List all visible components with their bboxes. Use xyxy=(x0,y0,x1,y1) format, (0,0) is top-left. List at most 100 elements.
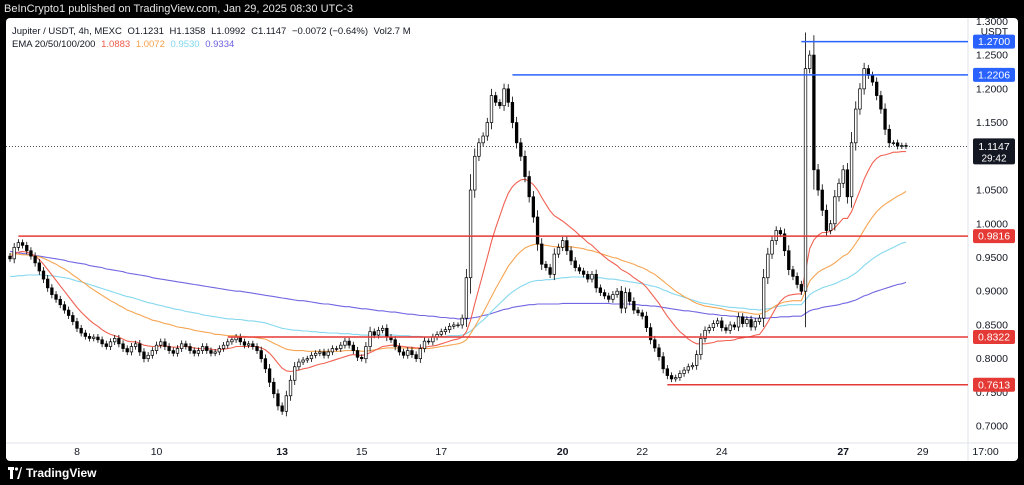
ema20-line xyxy=(9,151,906,373)
candle-down xyxy=(795,276,799,285)
candle-down xyxy=(393,339,397,347)
candle-down xyxy=(397,346,402,353)
ema20-value: 1.0883 xyxy=(101,39,131,50)
candle-up xyxy=(615,290,619,295)
candle-down xyxy=(632,300,636,311)
candle-down xyxy=(527,176,531,198)
candle-up xyxy=(707,327,711,331)
price-chart[interactable]: 1.30001.25001.20001.15001.10001.05001.00… xyxy=(6,18,1018,461)
candle-up xyxy=(326,351,330,356)
candle-down xyxy=(104,343,108,347)
candle-up xyxy=(376,329,381,336)
candle-down xyxy=(66,309,71,316)
candle-down xyxy=(121,343,125,349)
candle-down xyxy=(50,287,54,295)
candle-down xyxy=(778,230,783,235)
low-value: L1.0992 xyxy=(211,26,246,37)
candle-down xyxy=(573,260,577,268)
candle-up xyxy=(452,324,456,327)
level-tag-0.8322 xyxy=(973,329,1015,344)
level-tag-label: 0.8322 xyxy=(978,331,1010,343)
candle-down xyxy=(640,312,644,317)
ema50-value: 1.0072 xyxy=(135,39,165,50)
candle-down xyxy=(163,341,167,347)
candle-up xyxy=(439,331,443,335)
candle-up xyxy=(284,395,288,412)
candle-up xyxy=(761,277,766,319)
candle-up xyxy=(293,366,297,381)
candle-down xyxy=(506,88,510,103)
candle-down xyxy=(184,343,188,347)
candle-up xyxy=(339,344,343,349)
publisher-text: BeInCrypto1 published on TradingView.com… xyxy=(4,3,353,15)
ema-label[interactable]: EMA 20/50/100/200 xyxy=(12,39,96,50)
candle-up xyxy=(305,358,309,361)
candle-up xyxy=(443,329,448,333)
y-tick-label: 1.1500 xyxy=(976,117,1008,129)
candle-up xyxy=(502,88,506,107)
candle-down xyxy=(414,354,418,360)
candle-up xyxy=(196,350,201,354)
candle-down xyxy=(749,319,753,328)
candle-up xyxy=(113,338,117,343)
candle-down xyxy=(540,243,544,265)
candle-up xyxy=(485,122,489,137)
candle-down xyxy=(192,350,196,354)
level-tag-0.9816 xyxy=(973,229,1015,244)
candle-up xyxy=(561,240,565,248)
x-tick-label: 17 xyxy=(435,446,447,458)
x-tick-label: 24 xyxy=(716,446,728,458)
candle-up xyxy=(678,373,682,378)
countdown-label: 29:42 xyxy=(981,153,1006,164)
candle-down xyxy=(205,346,209,351)
candle-down xyxy=(648,327,653,341)
candle-down xyxy=(669,375,674,380)
candle-up xyxy=(16,242,21,248)
candle-down xyxy=(514,122,519,144)
candle-down xyxy=(79,327,83,334)
chart-panel[interactable]: 1.30001.25001.20001.15001.10001.05001.00… xyxy=(6,18,1018,461)
candle-up xyxy=(682,369,686,374)
candle-up xyxy=(770,240,774,255)
currency-label: USDT xyxy=(981,27,1008,38)
candle-up xyxy=(12,247,16,260)
candle-down xyxy=(117,338,121,345)
candle-down xyxy=(96,336,100,341)
candle-down xyxy=(820,189,824,211)
candle-down xyxy=(125,348,129,353)
candle-up xyxy=(133,343,138,347)
candle-down xyxy=(732,324,736,328)
y-tick-label: 1.0500 xyxy=(976,185,1008,197)
candle-down xyxy=(628,292,632,302)
candle-down xyxy=(171,350,175,354)
candle-down xyxy=(267,368,272,383)
candle-up xyxy=(623,292,628,309)
candle-up xyxy=(808,54,812,69)
candle-up xyxy=(418,348,422,360)
candle-down xyxy=(895,142,900,147)
candle-down xyxy=(519,142,523,157)
candle-down xyxy=(37,262,41,272)
candle-up xyxy=(464,277,469,319)
tradingview-logo-icon xyxy=(8,467,22,479)
candle-up xyxy=(481,135,485,144)
ema200-value: 0.9334 xyxy=(205,39,235,50)
symbol-label[interactable]: Jupiter / USDT, 4h, MEXC xyxy=(12,26,122,37)
candle-up xyxy=(611,294,615,300)
candle-up xyxy=(108,341,113,347)
candle-up xyxy=(699,338,703,355)
candle-up xyxy=(154,344,159,351)
x-tick-label: 29 xyxy=(917,446,929,458)
candle-up xyxy=(221,344,226,349)
candle-up xyxy=(477,142,481,157)
high-value: H1.1358 xyxy=(169,26,206,37)
candle-down xyxy=(272,381,276,395)
x-tick-label: 17:00 xyxy=(972,446,998,458)
candle-up xyxy=(841,169,845,184)
candle-down xyxy=(8,255,12,260)
candle-up xyxy=(854,108,858,144)
candle-up xyxy=(422,340,427,349)
candle-down xyxy=(20,242,25,246)
candle-down xyxy=(824,209,829,231)
candle-up xyxy=(364,346,368,360)
